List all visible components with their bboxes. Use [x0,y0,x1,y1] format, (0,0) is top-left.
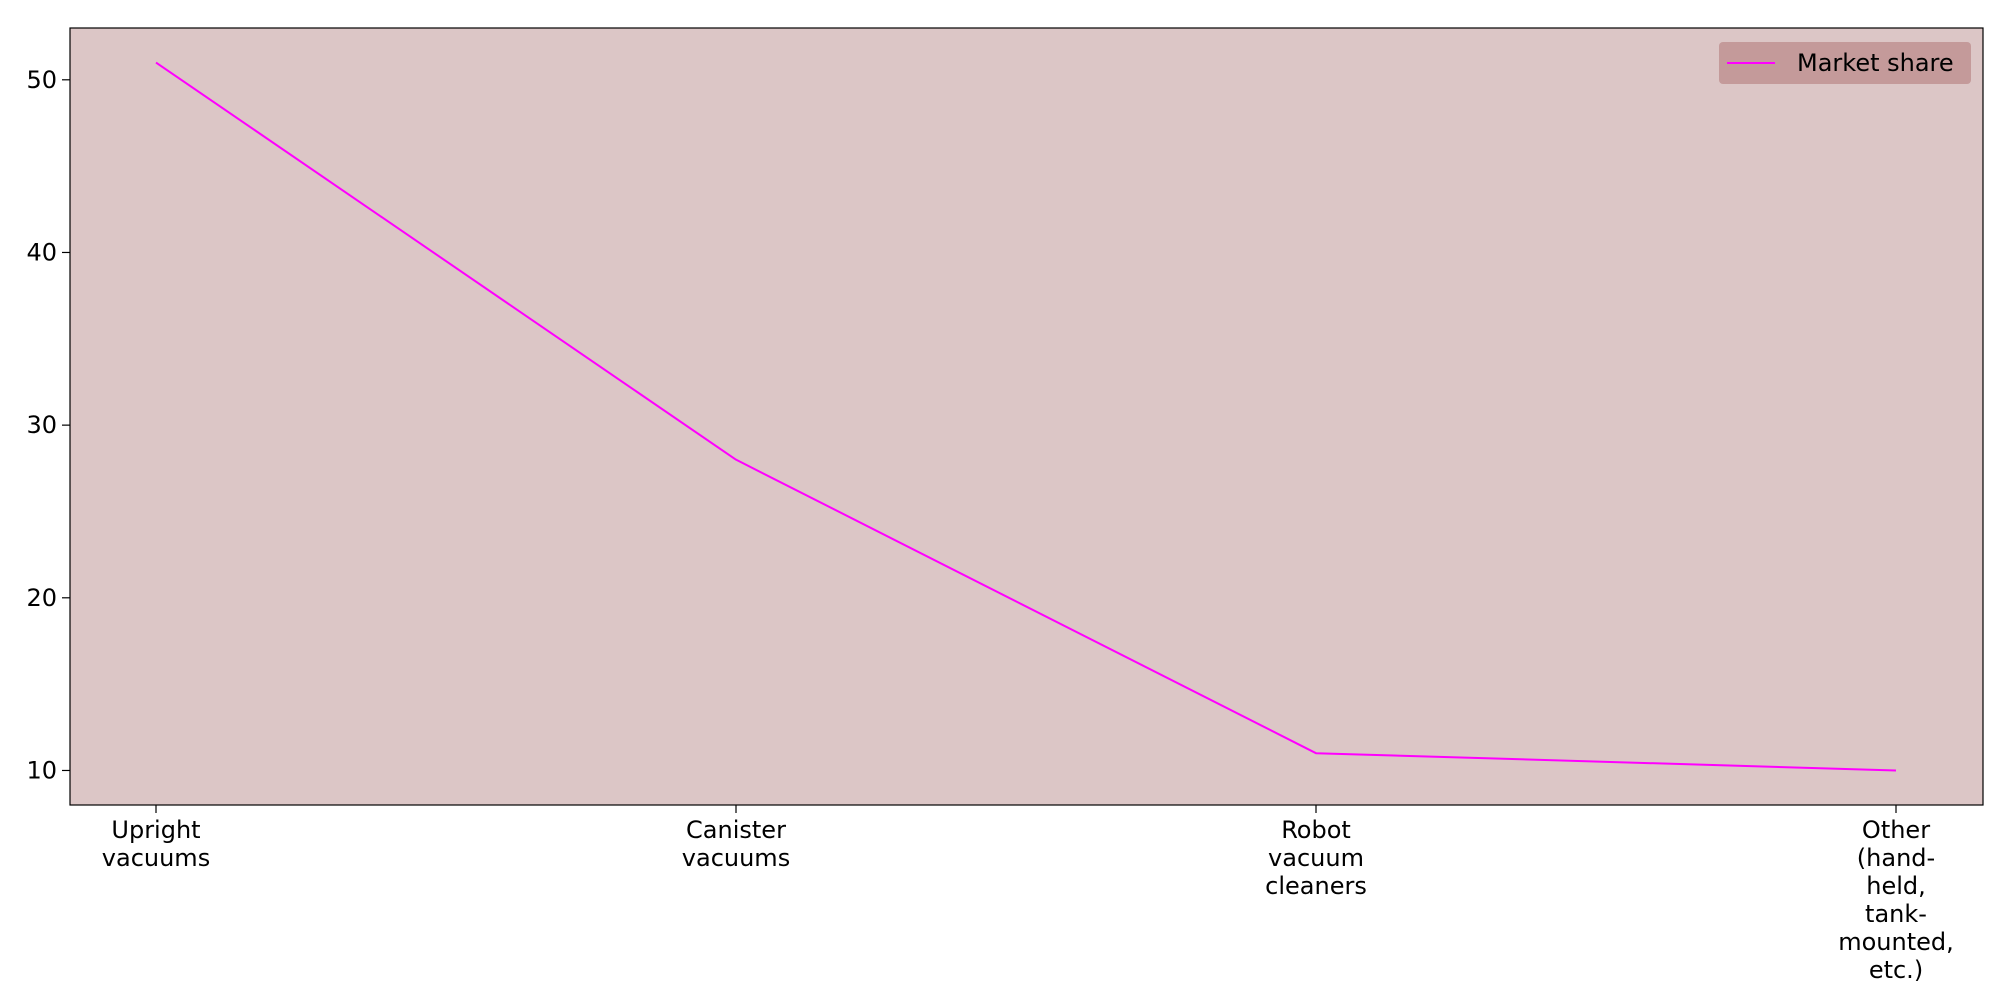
legend-box [1719,42,1971,84]
y-tick-label: 20 [26,584,57,612]
series-line [155,61,1897,772]
x-tick-label: Robot vacuum cleaners [1265,816,1367,900]
plot-frame [69,27,1984,806]
y-tick-label: 40 [26,238,57,266]
x-axis: Upright vacuums Canister vacuums Robot vacuum… [102,805,1954,984]
legend-label: Market share [1797,49,1954,77]
y-tick-label: 50 [26,66,57,94]
y-axis: 10 20 30 40 50 [26,66,70,784]
x-tick-label: Upright vacuums [102,816,210,872]
plot-area [70,28,1983,805]
series-layer [155,61,1897,772]
x-tick-label: Other (hand-held, tank-mounted, etc.) [1838,816,1954,984]
y-tick-label: 10 [26,756,57,784]
x-tick-label: Canister vacuums [682,816,790,872]
y-tick-label: 30 [26,411,57,439]
legend: Market share [1719,42,1971,84]
